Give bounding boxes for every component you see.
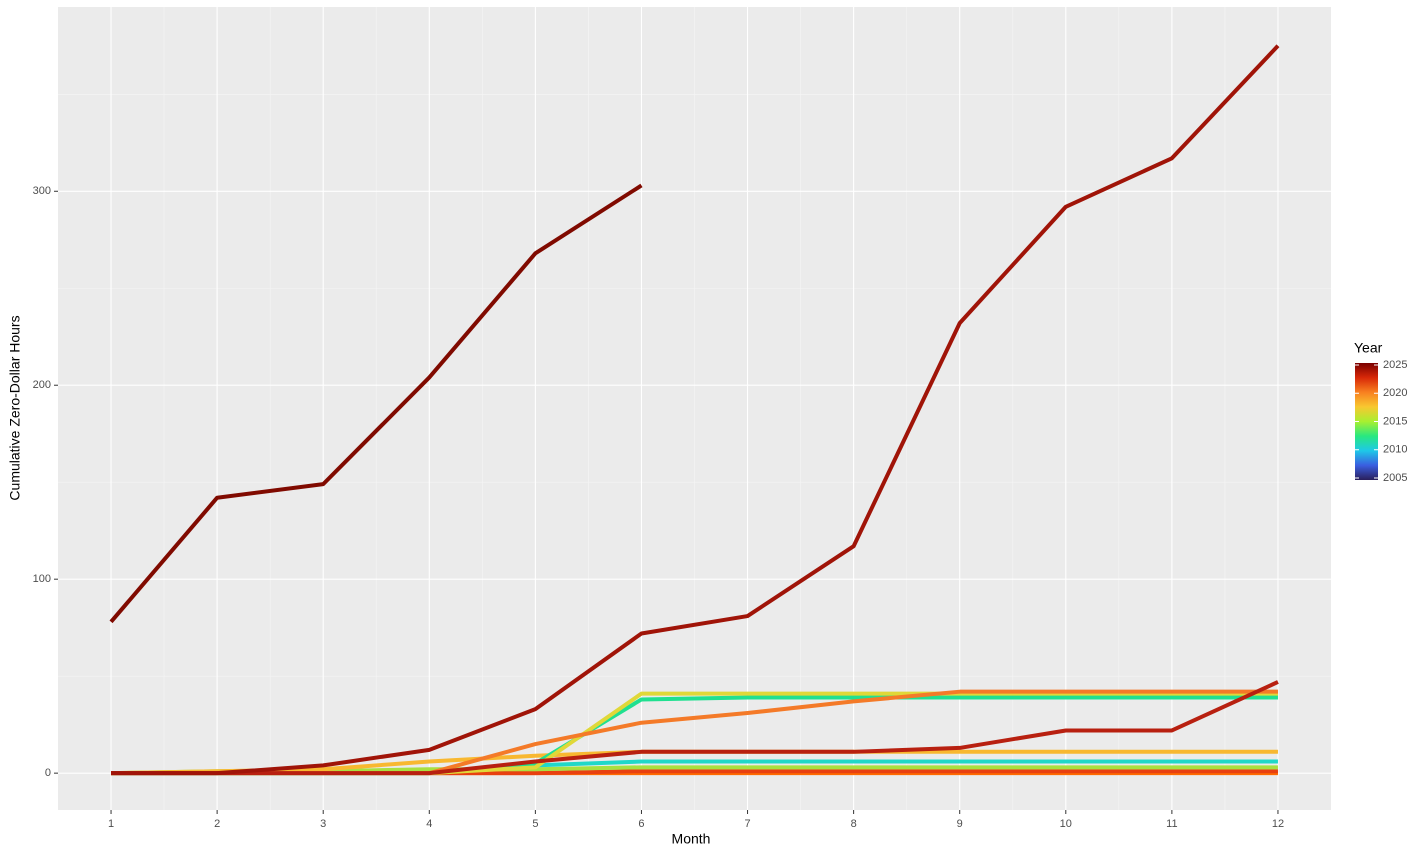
x-tick-label: 6 <box>638 818 644 830</box>
x-tick-label: 7 <box>744 818 750 830</box>
x-tick-label: 10 <box>1060 818 1072 830</box>
colorbar-label: 2010 <box>1383 444 1407 456</box>
series-line <box>111 680 1279 776</box>
x-tick-label: 1 <box>108 818 114 830</box>
x-tick-label: 11 <box>1166 818 1177 830</box>
x-tick-label: 8 <box>851 818 857 830</box>
y-axis-title: Cumulative Zero-Dollar Hours <box>7 315 23 500</box>
x-tick-label: 5 <box>532 818 538 830</box>
y-tick-label: 200 <box>33 379 51 391</box>
series-line <box>109 183 643 624</box>
x-tick-label: 12 <box>1272 818 1284 830</box>
y-tick-label: 300 <box>33 185 51 197</box>
x-tick-label: 2 <box>214 818 220 830</box>
colorbar-label: 2005 <box>1383 472 1407 484</box>
x-tick-label: 4 <box>426 818 432 830</box>
legend-title: Year <box>1354 340 1383 356</box>
y-tick-label: 0 <box>45 767 51 779</box>
y-tick-label: 100 <box>33 573 51 585</box>
colorbar-label: 2020 <box>1383 387 1407 399</box>
x-tick-label: 3 <box>320 818 326 830</box>
x-tick-label: 9 <box>957 818 963 830</box>
colorbar <box>1355 363 1378 480</box>
x-axis-title: Month <box>672 831 711 847</box>
colorbar-label: 2015 <box>1383 415 1407 427</box>
series-line <box>111 44 1280 776</box>
colorbar-label: 2025 <box>1383 359 1407 371</box>
